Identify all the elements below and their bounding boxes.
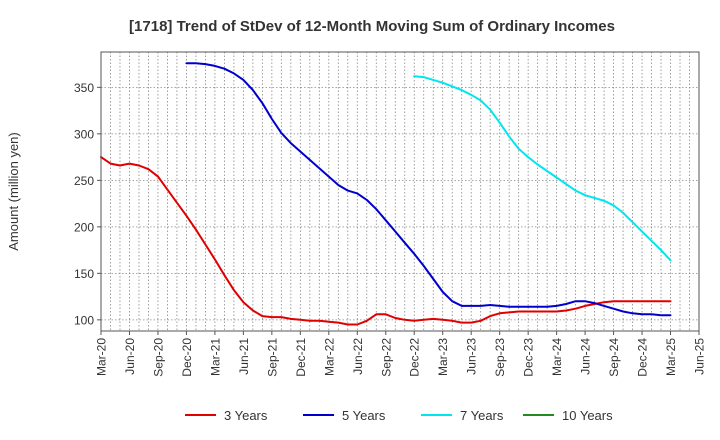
legend: 3 Years 5 Years 7 Years 10 Years <box>185 408 613 423</box>
x-tick-label: Sep-23 <box>493 338 507 377</box>
x-tick-label: Sep-20 <box>151 338 165 377</box>
x-tick-label: Jun-22 <box>351 338 365 375</box>
x-tick-label: Dec-23 <box>522 338 536 377</box>
x-tick-label: Jun-21 <box>237 338 251 375</box>
x-tick-label: Sep-22 <box>379 338 393 377</box>
series-line-7-years <box>413 75 672 262</box>
x-axis: Mar-20 Jun-20 Sep-20 Dec-20 Mar-21 Jun-21 Sep-… <box>95 331 707 377</box>
y-tick-label: 350 <box>74 81 94 95</box>
y-tick-label: 150 <box>74 267 94 281</box>
plot-frame <box>100 51 700 332</box>
series-lines <box>100 62 672 326</box>
y-tick-label: 300 <box>74 127 94 141</box>
legend-item-5-years-label: 5 Years <box>342 408 386 423</box>
x-tick-label: Dec-22 <box>408 338 422 377</box>
x-tick-label: Sep-21 <box>265 338 279 377</box>
legend-item-10-years-label: 10 Years <box>562 408 613 423</box>
grid <box>101 52 699 331</box>
chart-title: [1718] Trend of StDev of 12-Month Moving… <box>129 18 615 35</box>
y-axis: 100 150 200 250 300 350 <box>74 81 101 327</box>
series-line-3-years <box>100 156 672 326</box>
x-tick-label: Dec-20 <box>180 338 194 377</box>
x-tick-label: Dec-24 <box>636 338 650 377</box>
series-line-5-years <box>185 62 672 317</box>
x-tick-label: Mar-25 <box>664 338 678 376</box>
legend-item-3-years-label: 3 Years <box>224 408 268 423</box>
legend-item-7-years-label: 7 Years <box>460 408 504 423</box>
x-tick-label: Sep-24 <box>607 338 621 377</box>
x-tick-label: Mar-23 <box>436 338 450 376</box>
x-tick-label: Jun-20 <box>123 338 137 375</box>
y-tick-label: 100 <box>74 313 94 327</box>
y-tick-label: 200 <box>74 220 94 234</box>
x-tick-label: Mar-21 <box>208 338 222 376</box>
x-tick-label: Jun-23 <box>465 338 479 375</box>
x-tick-label: Jun-24 <box>579 338 593 375</box>
x-tick-label: Jun-25 <box>693 338 707 375</box>
y-tick-label: 250 <box>74 174 94 188</box>
y-axis-label: Amount (million yen) <box>6 132 21 251</box>
x-tick-label: Mar-22 <box>322 338 336 376</box>
x-tick-label: Dec-21 <box>294 338 308 377</box>
x-tick-label: Mar-20 <box>95 338 109 376</box>
x-tick-label: Mar-24 <box>550 338 564 376</box>
